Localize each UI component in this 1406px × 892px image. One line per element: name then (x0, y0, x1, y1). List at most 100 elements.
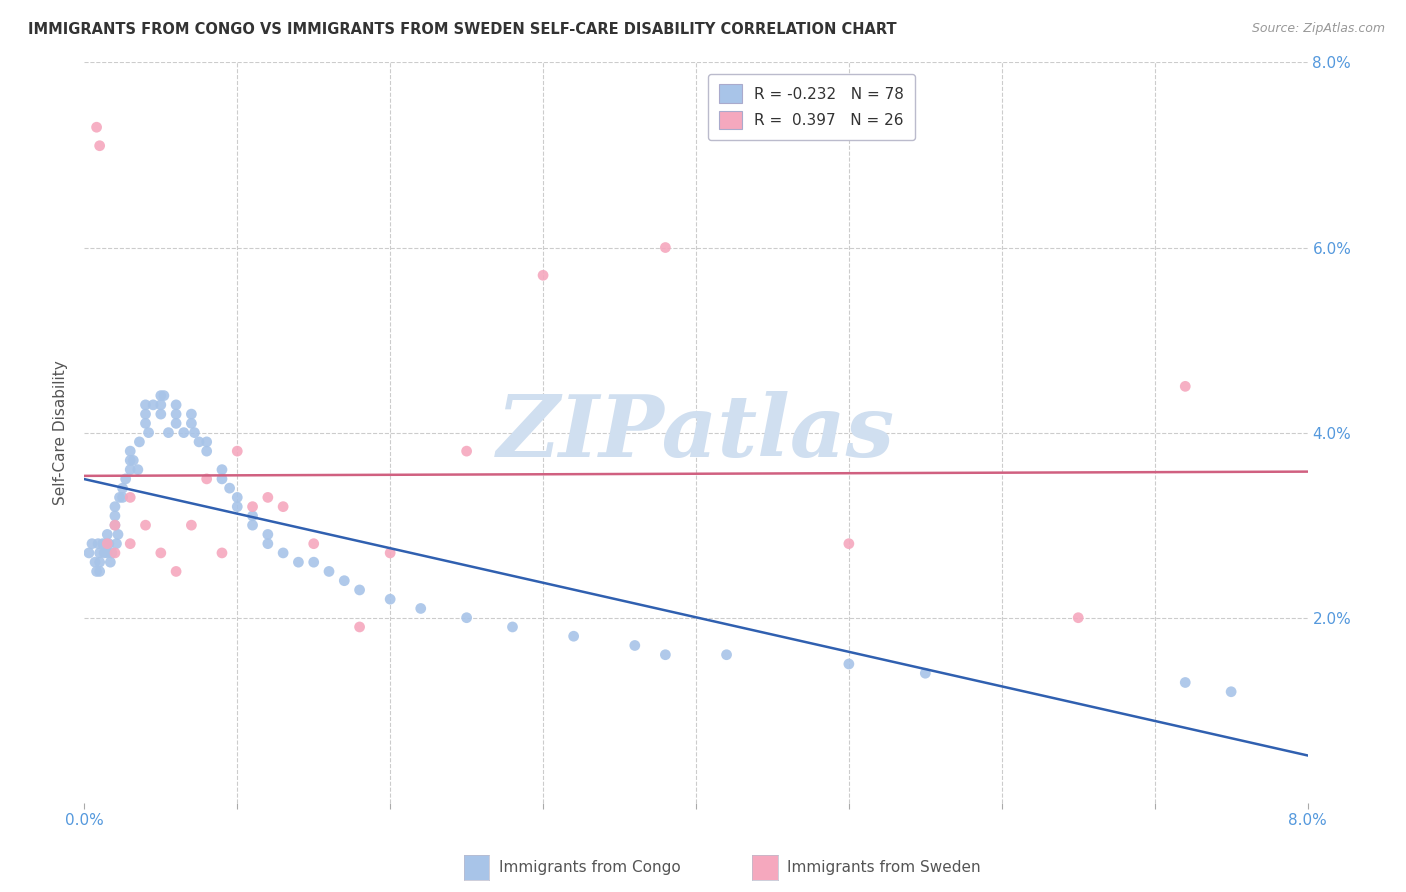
Point (89, 138, 111, 153)
Point (180, 518, 202, 533)
Point (257, 536, 280, 550)
Point (165, 398, 187, 412)
Legend: R = -0.232   N = 78, R =  0.397   N = 26: R = -0.232 N = 78, R = 0.397 N = 26 (709, 74, 915, 140)
Point (1067, 610, 1090, 624)
Point (165, 417, 187, 431)
Point (120, 536, 142, 550)
Point (409, 601, 432, 615)
Point (271, 546, 294, 560)
Point (716, 648, 738, 662)
Point (226, 500, 249, 514)
Point (380, 592, 402, 607)
Point (101, 546, 124, 560)
Point (89, 565, 111, 579)
Point (111, 491, 134, 505)
Point (77, 546, 100, 560)
Point (257, 527, 280, 541)
Point (1174, 675, 1197, 690)
Point (108, 491, 131, 505)
Point (86, 565, 108, 579)
Text: IMMIGRANTS FROM CONGO VS IMMIGRANTS FROM SWEDEN SELF-CARE DISABILITY CORRELATION: IMMIGRANTS FROM CONGO VS IMMIGRANTS FROM… (28, 22, 897, 37)
Point (120, 444, 142, 458)
Point (456, 610, 478, 624)
Point (149, 407, 172, 421)
Point (165, 407, 187, 421)
Point (531, 268, 554, 283)
Point (1174, 379, 1197, 393)
Point (180, 407, 202, 421)
Point (333, 574, 356, 588)
Point (349, 620, 371, 634)
Point (153, 389, 176, 403)
Point (318, 565, 340, 579)
Point (135, 518, 157, 533)
Point (287, 555, 309, 569)
Point (104, 508, 127, 523)
Point (96, 546, 118, 560)
Point (120, 462, 142, 476)
Point (149, 546, 172, 560)
Point (211, 546, 233, 560)
Point (914, 666, 936, 681)
Point (218, 481, 240, 495)
Point (89, 546, 111, 560)
Point (111, 481, 134, 495)
Point (242, 518, 264, 533)
Point (87, 536, 110, 550)
Point (149, 398, 172, 412)
Point (120, 453, 142, 467)
Point (242, 508, 264, 523)
Point (1220, 685, 1243, 699)
Text: ZIPatlas: ZIPatlas (496, 391, 896, 475)
Y-axis label: Self-Care Disability: Self-Care Disability (53, 360, 69, 505)
Point (271, 500, 294, 514)
Point (120, 491, 142, 505)
Point (104, 518, 127, 533)
Point (624, 639, 647, 653)
Point (149, 389, 172, 403)
Point (380, 546, 402, 560)
Point (165, 565, 187, 579)
Point (107, 527, 129, 541)
Point (114, 472, 136, 486)
Point (98, 555, 121, 569)
Point (226, 491, 249, 505)
Point (257, 491, 280, 505)
Point (180, 417, 202, 431)
Point (502, 620, 524, 634)
Point (135, 407, 157, 421)
Point (195, 434, 218, 449)
Point (211, 462, 233, 476)
Point (104, 500, 127, 514)
Point (838, 536, 860, 550)
Point (349, 582, 371, 597)
Point (183, 425, 205, 440)
Point (80, 536, 103, 550)
Point (242, 500, 264, 514)
Point (127, 462, 149, 476)
Point (86, 120, 108, 135)
Point (142, 398, 165, 412)
Point (302, 536, 325, 550)
Text: Immigrants from Congo: Immigrants from Congo (499, 861, 681, 875)
Point (96, 536, 118, 550)
Point (456, 444, 478, 458)
Point (96, 527, 118, 541)
Point (135, 417, 157, 431)
Point (104, 546, 127, 560)
Point (91, 536, 114, 550)
Point (157, 425, 180, 440)
Point (138, 425, 160, 440)
Point (104, 518, 127, 533)
Point (188, 434, 211, 449)
Point (97, 536, 120, 550)
Point (195, 444, 218, 458)
Point (302, 555, 325, 569)
Point (84, 555, 107, 569)
Point (226, 444, 249, 458)
Point (562, 629, 585, 643)
Point (89, 555, 111, 569)
Point (654, 240, 676, 255)
Point (135, 398, 157, 412)
Point (94, 536, 117, 550)
